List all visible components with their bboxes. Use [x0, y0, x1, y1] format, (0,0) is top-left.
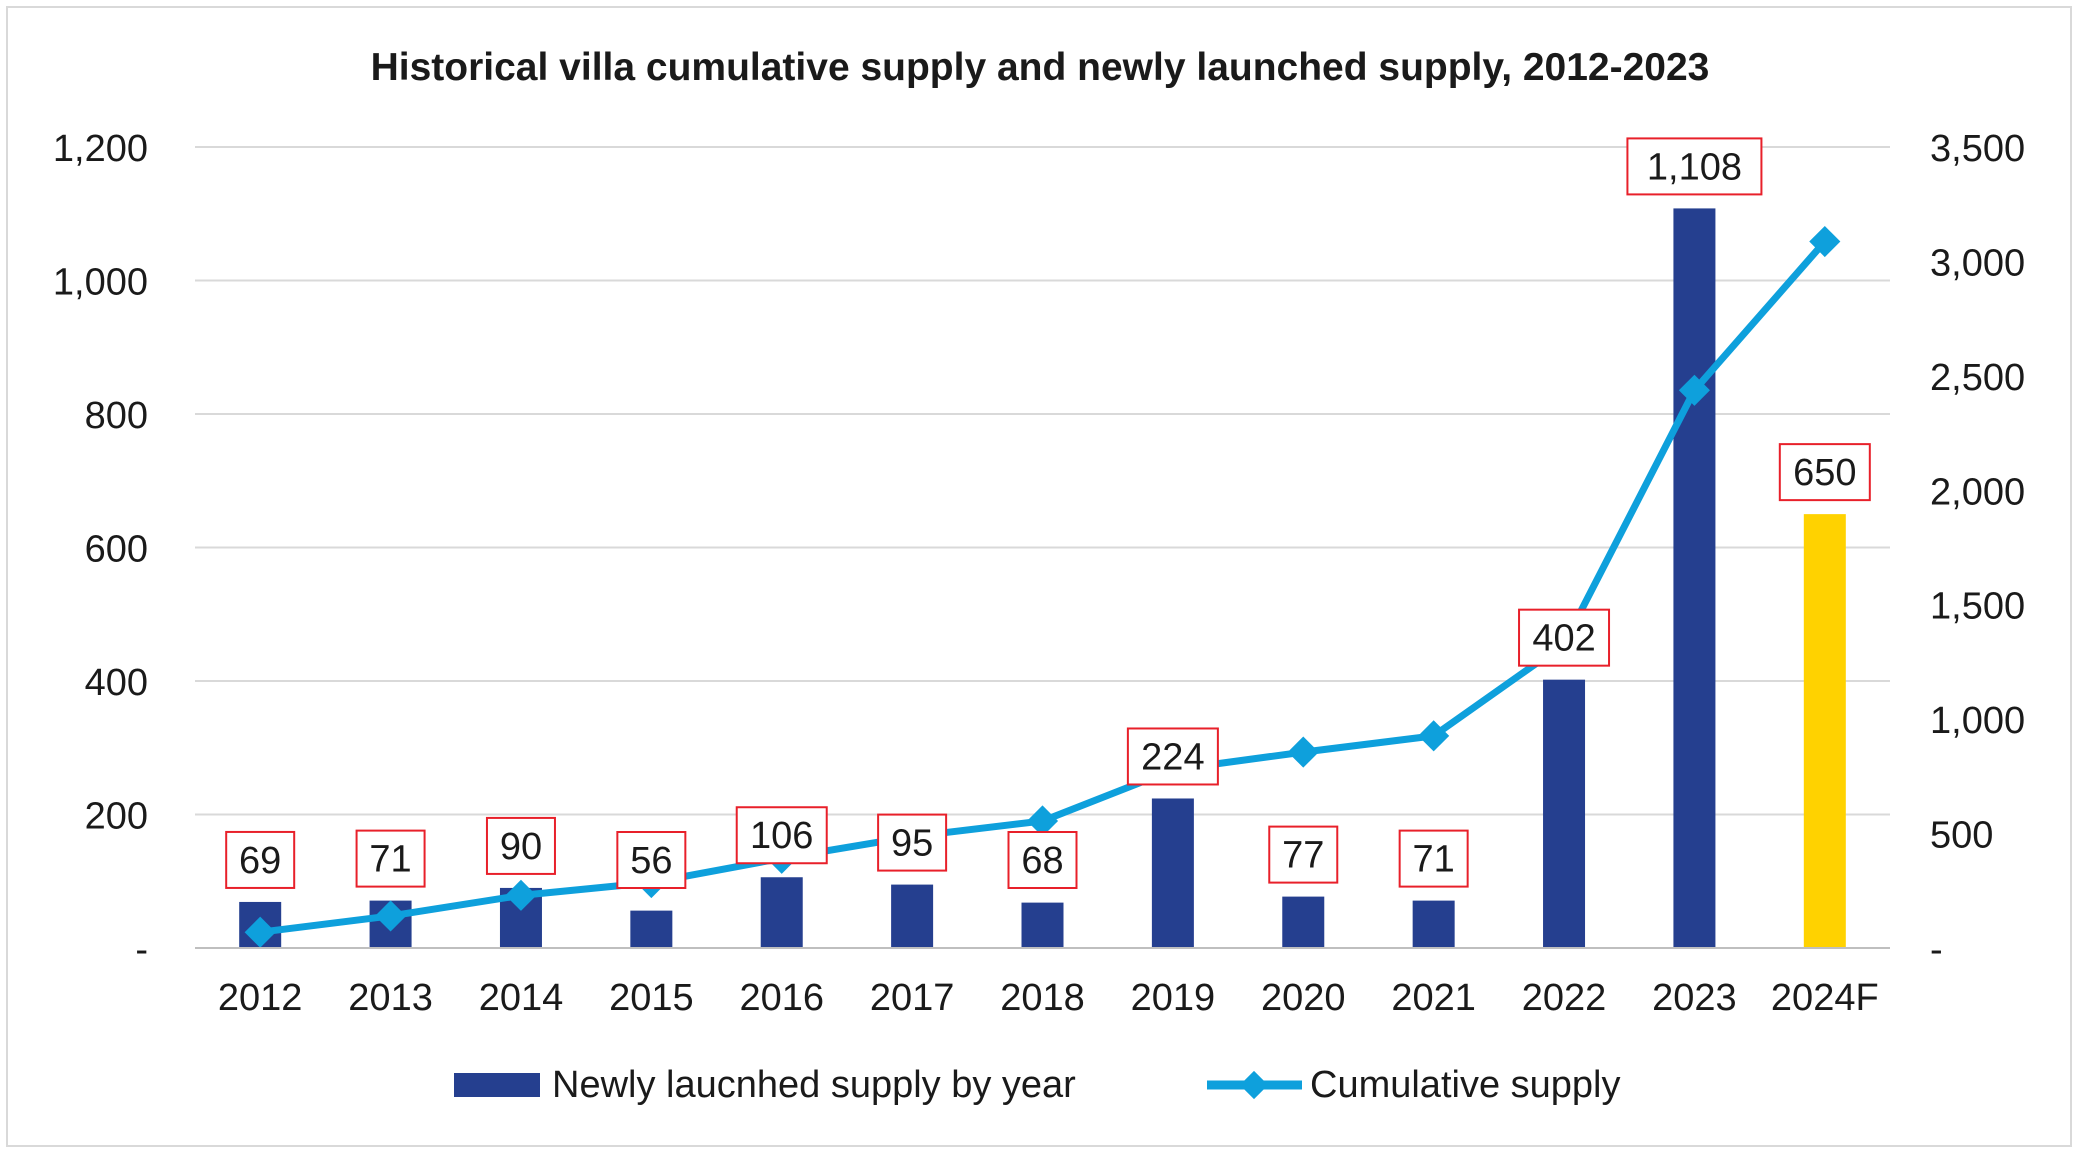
legend-line-marker	[1239, 1070, 1269, 1100]
x-tick-label: 2019	[1131, 977, 1216, 1019]
bar-2019	[1151, 798, 1194, 948]
right-tick-label: 2,500	[1930, 357, 2025, 399]
bar-2016	[760, 877, 803, 948]
line-point-2013	[375, 900, 407, 932]
right-tick-label: 2,000	[1930, 471, 2025, 513]
chart-title: Historical villa cumulative supply and n…	[371, 46, 1710, 89]
x-tick-label: 2015	[609, 977, 694, 1019]
left-tick-label: 600	[85, 529, 148, 571]
x-tick-label: 2023	[1652, 977, 1737, 1019]
legend: Newly laucnhed supply by year Cumulative…	[454, 1064, 1620, 1106]
data-label: 69	[239, 840, 281, 882]
bar-2022	[1543, 679, 1586, 948]
left-tick-label: 200	[85, 796, 148, 838]
right-tick-label: 1,000	[1930, 700, 2025, 742]
data-label: 402	[1532, 618, 1595, 660]
data-label: 68	[1021, 840, 1063, 882]
data-label: 224	[1141, 736, 1204, 778]
data-label-box	[1778, 443, 1871, 502]
legend-bar-swatch	[454, 1073, 540, 1097]
data-label: 56	[630, 840, 672, 882]
data-label-box	[1007, 831, 1078, 889]
bar-series	[239, 208, 1846, 948]
right-tick-label: 500	[1930, 815, 1993, 857]
line-point-2012	[244, 916, 276, 948]
left-tick-label: 1,200	[53, 128, 148, 170]
x-axis: 2012 2013 2014 2015 2016 2017 2018 2019 2020 2021…	[195, 947, 1890, 1019]
data-label-box	[1518, 608, 1611, 667]
line-point-2020	[1287, 736, 1319, 768]
right-tick-label: 3,000	[1930, 242, 2025, 284]
data-label-box	[225, 830, 296, 889]
bar-2018	[1021, 902, 1064, 948]
data-label: 106	[750, 815, 813, 857]
data-label-box	[616, 831, 687, 889]
left-tick-label: 800	[85, 395, 148, 437]
data-label-box	[877, 813, 948, 872]
data-label: 90	[500, 826, 542, 868]
left-tick-label: 1,000	[53, 262, 148, 304]
x-tick-label: 2014	[479, 977, 564, 1019]
data-label: 77	[1282, 835, 1324, 877]
data-label-box	[355, 829, 426, 888]
x-tick-label: 2020	[1261, 977, 1346, 1019]
data-label-box	[1398, 829, 1469, 888]
x-tick-label: 2018	[1000, 977, 1085, 1019]
bar-2024F	[1803, 514, 1846, 948]
left-tick-label: 400	[85, 662, 148, 704]
data-label: 650	[1793, 452, 1856, 494]
bar-2023	[1673, 208, 1716, 948]
x-tick-label: 2024F	[1771, 977, 1879, 1019]
data-label: 1,108	[1647, 146, 1742, 188]
line-point-2023	[1678, 374, 1710, 406]
right-tick-label: -	[1930, 929, 1943, 971]
x-tick-label: 2012	[218, 977, 303, 1019]
data-label-box	[1126, 727, 1219, 786]
bar-2021	[1412, 900, 1455, 948]
data-label-box	[1268, 825, 1339, 884]
x-tick-label: 2017	[870, 977, 955, 1019]
chart-frame	[6, 6, 2072, 1147]
data-label-box	[485, 816, 556, 875]
legend-line-label: Cumulative supply	[1310, 1064, 1620, 1106]
data-label: 95	[891, 823, 933, 865]
data-label: 71	[1413, 839, 1455, 881]
data-labels: 69 71 90 56 106 95 68 224 77 71 402 1,108 650	[225, 137, 1871, 889]
x-tick-label: 2016	[739, 977, 824, 1019]
data-label-box	[1626, 137, 1763, 196]
right-tick-label: 1,500	[1930, 586, 2025, 628]
data-label: 71	[369, 839, 411, 881]
right-y-axis: - 500 1,000 1,500 2,000 2,500 3,000 3,500	[1930, 128, 2025, 971]
left-y-axis: - 200 400 600 800 1,000 1,200	[53, 128, 148, 971]
x-tick-label: 2013	[348, 977, 433, 1019]
gridlines	[195, 146, 1890, 816]
legend-bar-label: Newly laucnhed supply by year	[552, 1064, 1076, 1106]
bar-2015	[630, 910, 673, 948]
bar-2020	[1282, 896, 1325, 948]
x-tick-label: 2021	[1391, 977, 1476, 1019]
data-label-box	[735, 806, 828, 865]
x-tick-label: 2022	[1522, 977, 1607, 1019]
right-tick-label: 3,500	[1930, 128, 2025, 170]
bar-2017	[891, 884, 934, 948]
left-tick-label: -	[135, 929, 148, 971]
